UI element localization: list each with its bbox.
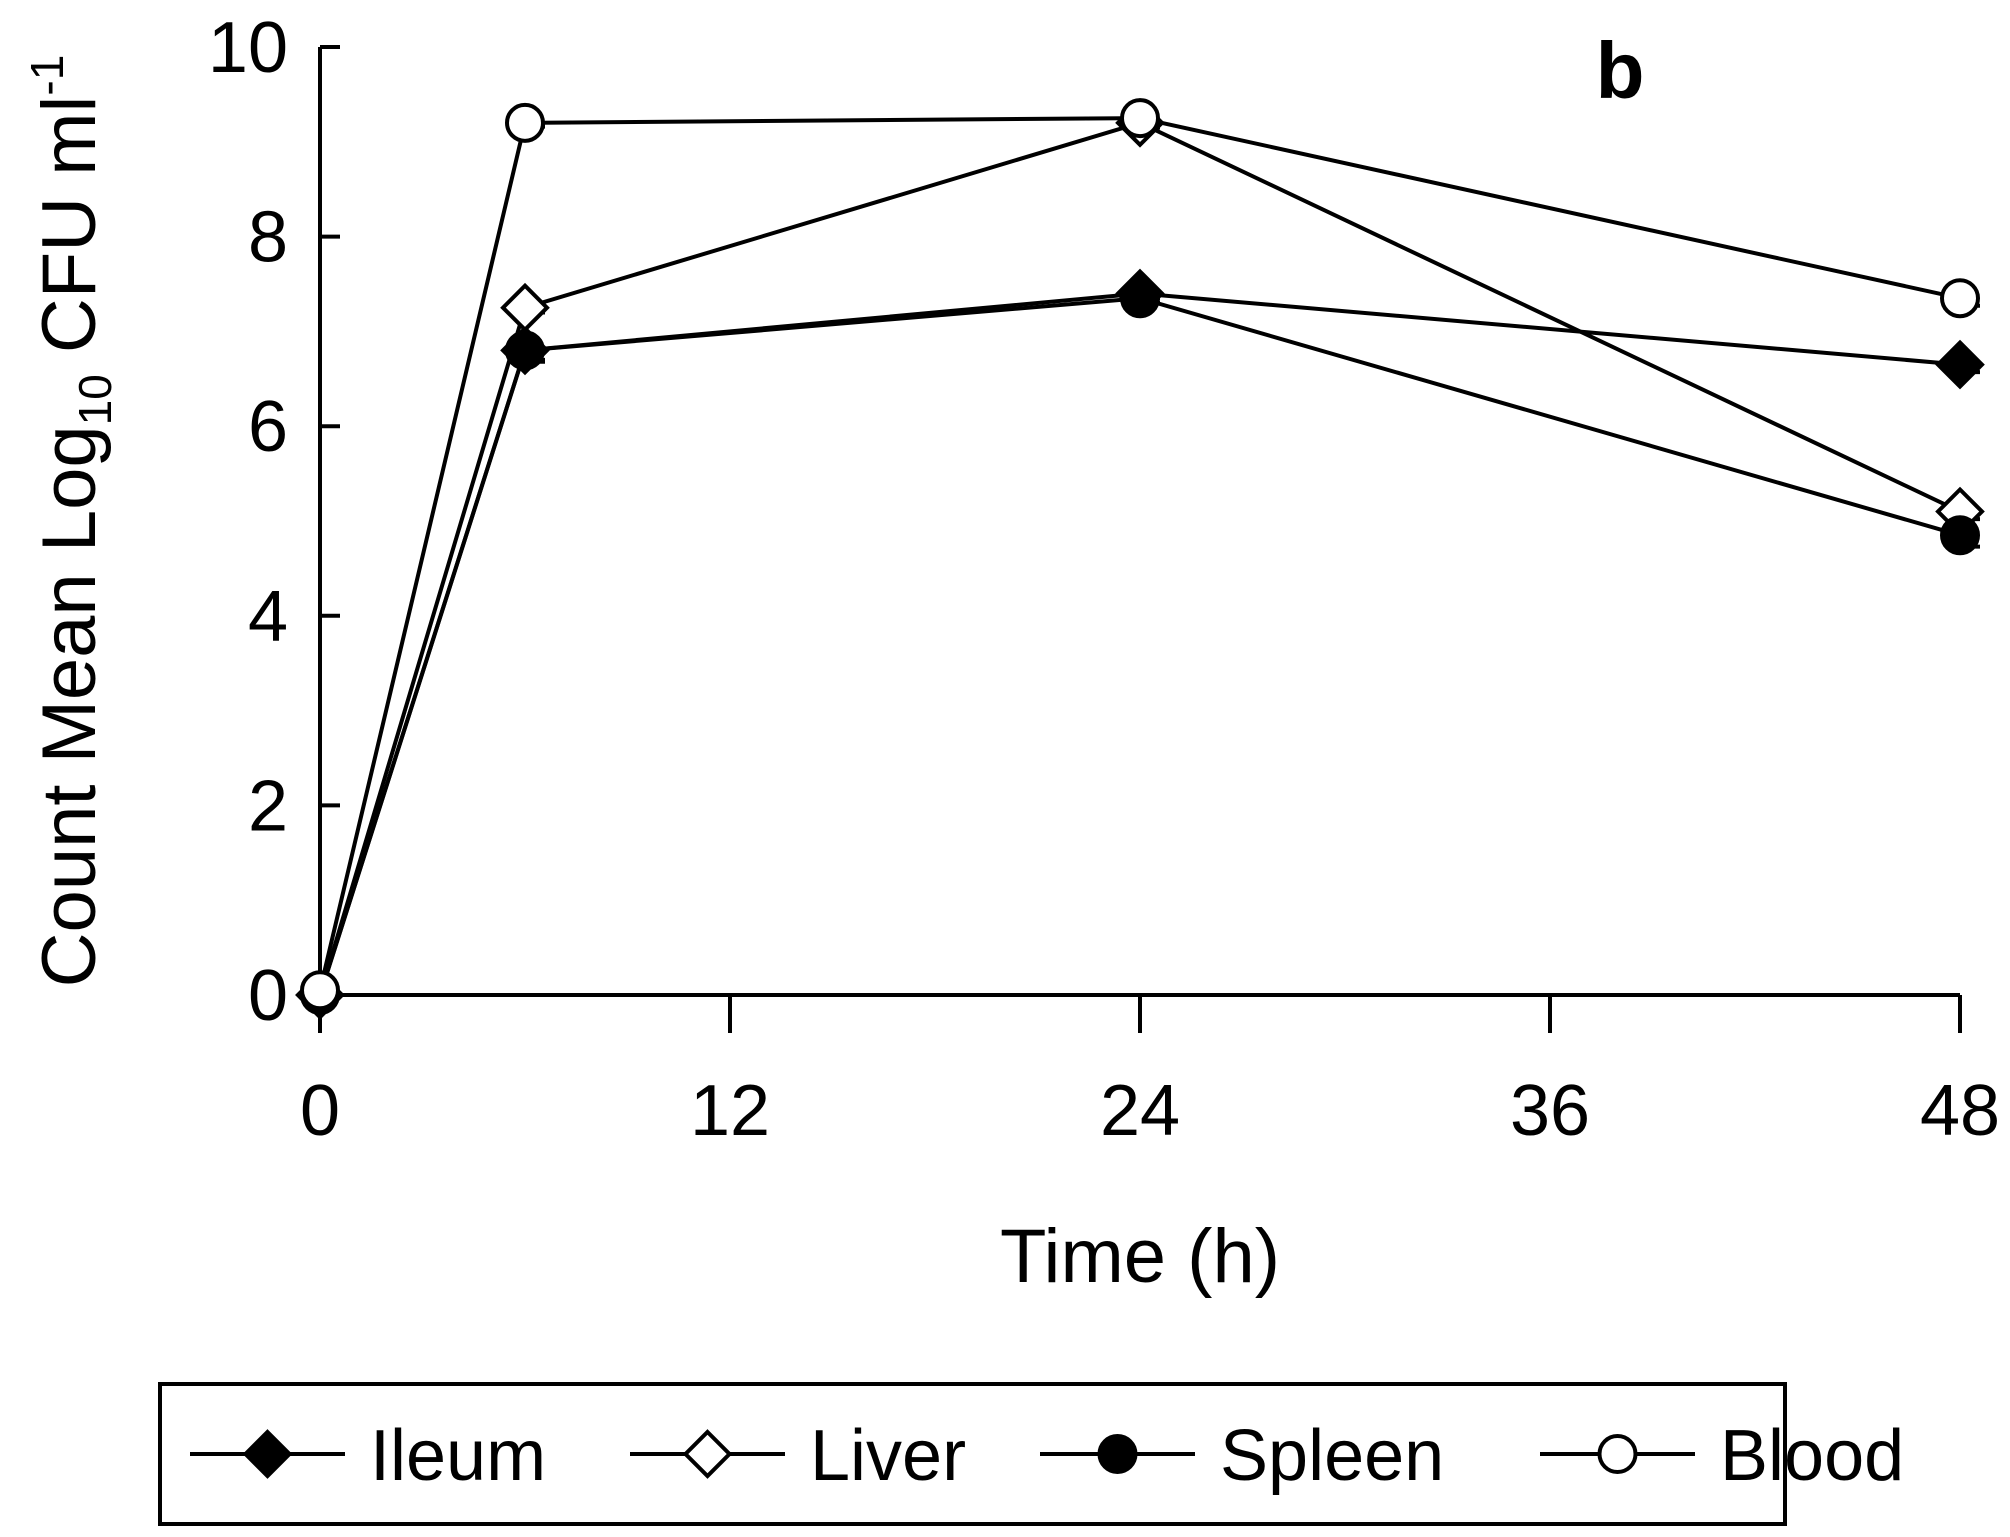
data-point-blood [1940,278,1980,319]
data-point-blood [300,970,340,1011]
y-tick-label: 6 [248,387,288,467]
y-tick-label: 10 [208,8,288,88]
legend-marker-ileum [242,1429,293,1479]
x-tick-label: 12 [690,1071,770,1151]
y-axis-title: Count Mean Log10 CFU ml-1 [21,55,121,988]
y-tick-label: 8 [248,198,288,278]
x-tick-label: 48 [1920,1071,2000,1151]
series-line-spleen [318,296,1961,996]
data-point-liver [500,282,550,333]
legend-label-spleen: Spleen [1220,1416,1444,1496]
y-tick-label: 4 [248,577,288,657]
x-tick-label: 36 [1510,1071,1590,1151]
x-ticks: 0 12 24 36 48 [300,995,2000,1151]
data-point-blood [1120,98,1160,139]
series-blood [300,98,1980,1011]
series-layer [295,98,1985,1020]
series-line-liver [318,120,1961,996]
y-tick-label: 2 [248,766,288,846]
legend-label-liver: Liver [810,1416,966,1496]
series-line-blood [318,116,1961,991]
x-tick-label: 24 [1100,1071,1180,1151]
legend-item-liver: Liver [630,1416,966,1496]
legend-item-ileum: Ileum [190,1416,546,1496]
series-ileum [295,268,1985,1020]
legend-box [158,1382,1787,1526]
legend-item-spleen: Spleen [1040,1416,1444,1496]
y-axis-title-unit: CFU ml [27,96,112,375]
legend: Ileum Liver Spleen Blood [158,1382,1904,1526]
data-point-blood [505,102,545,143]
legend-label-blood: Blood [1720,1416,1904,1496]
series-liver [295,98,1985,1020]
y-ticks: 0 2 4 6 8 10 [208,8,340,1036]
panel-label: b [1596,26,1645,115]
legend-marker-blood [1597,1434,1638,1474]
legend-label-ileum: Ileum [370,1416,546,1496]
y-axis-title-superscript: -1 [21,55,73,96]
data-point-ileum [1935,339,1985,390]
legend-marker-spleen [1097,1434,1138,1474]
data-point-spleen [1120,278,1160,319]
series-spleen [300,278,1980,1015]
x-tick-label: 0 [300,1071,340,1151]
x-axis-title: Time (h) [1000,1214,1280,1299]
series-line-ileum [318,291,1961,996]
data-point-spleen [505,330,545,371]
legend-item-blood: Blood [1540,1416,1904,1496]
data-point-spleen [1940,515,1980,556]
y-axis-title-main: Count Mean Log [27,425,112,987]
y-tick-label: 0 [248,956,288,1036]
y-axis-title-subscript: 10 [69,374,121,425]
legend-marker-liver [682,1429,733,1479]
